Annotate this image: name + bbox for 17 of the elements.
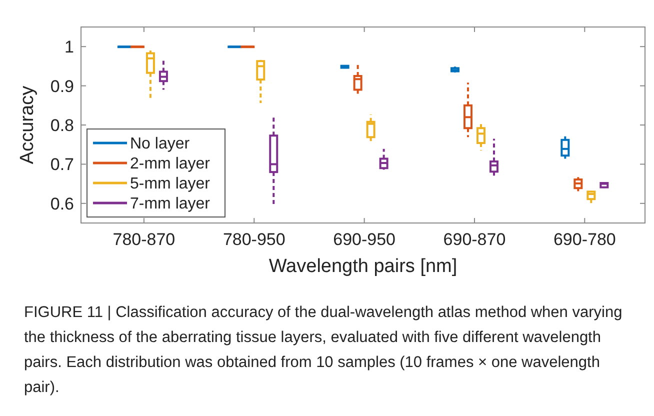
y-tick-label: 0.8 — [50, 116, 74, 135]
legend-label: 2-mm layer — [130, 156, 211, 173]
x-axis-title: Wavelength pairs [nm] — [268, 256, 458, 277]
x-tick-label: 690-950 — [333, 230, 396, 249]
x-tick-label: 780-950 — [222, 230, 286, 249]
x-tick-label: 690-780 — [553, 230, 616, 249]
x-tick-label: 690-870 — [443, 230, 506, 249]
y-tick-label: 0.9 — [50, 76, 74, 96]
y-tick-label: 0.7 — [50, 155, 74, 174]
y-axis-title: Accuracy — [17, 85, 38, 164]
y-tick-label: 0.6 — [50, 194, 74, 214]
legend-label: 7-mm layer — [130, 196, 211, 213]
legend-label: No layer — [130, 136, 190, 153]
caption: FIGURE 11 | Classification accuracy of the dual-wavelength atlas method when varying the thickness of the aberrating tissue layers, evaluated with five different wavelength pairs. Each distribution was obtained from 10 samples (10 frames × one wavelength pair). — [24, 303, 624, 398]
y-tick-label: 1 — [64, 38, 74, 57]
legend-label: 5-mm layer — [130, 176, 211, 193]
x-tick-label: 780-870 — [112, 230, 176, 249]
